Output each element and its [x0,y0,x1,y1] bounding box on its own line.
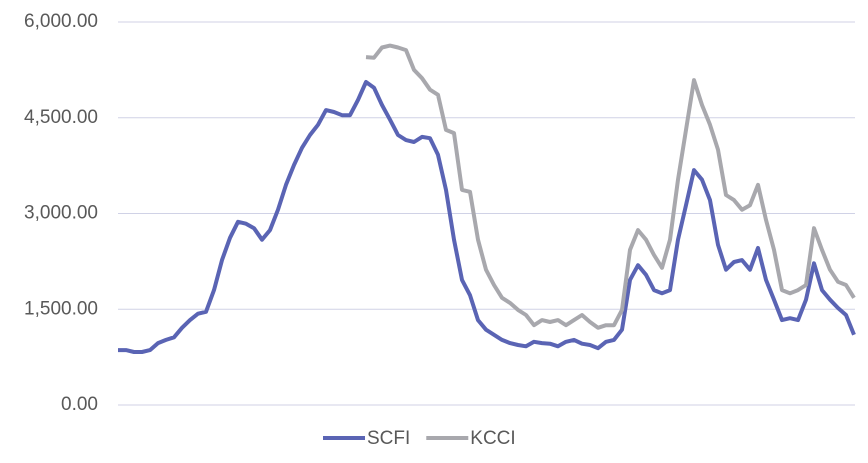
legend-label: SCFI [367,428,410,449]
y-tick-label: 0.00 [61,394,98,415]
y-tick-label: 6,000.00 [24,11,98,32]
y-tick-label: 1,500.00 [24,298,98,319]
series-line [118,80,856,354]
y-tick-label: 3,000.00 [24,203,98,224]
legend-label: KCCI [470,428,515,449]
y-tick-label: 4,500.00 [24,107,98,128]
series-line [365,43,856,330]
